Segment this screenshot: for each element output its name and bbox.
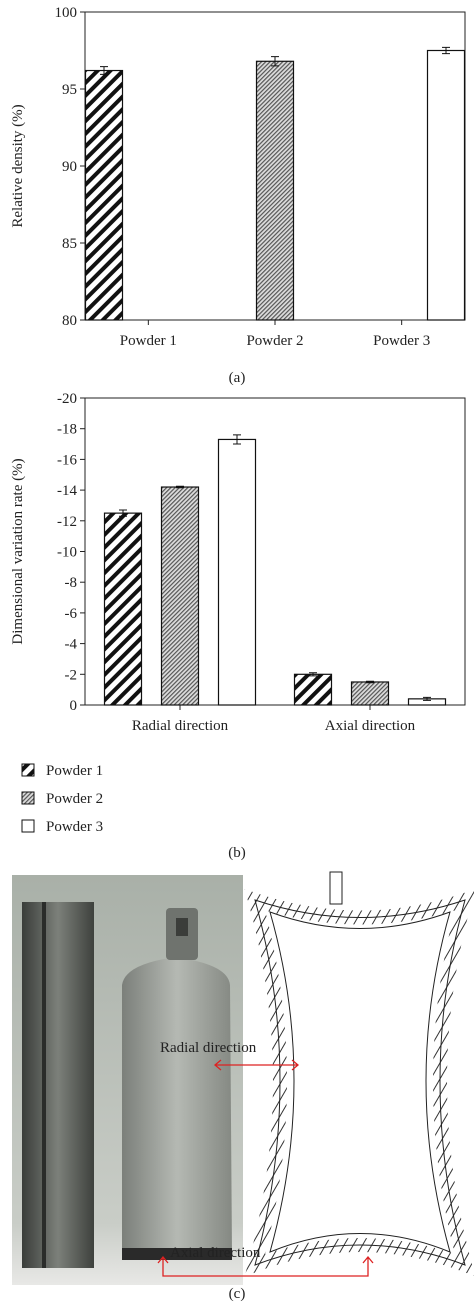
caption: (b) <box>228 845 246 861</box>
y-tick-label: -18 <box>57 422 77 438</box>
radial-label: Radial direction <box>160 1040 257 1056</box>
photo <box>12 875 243 1285</box>
y-axis-label: Relative density (%) <box>10 104 26 227</box>
bar <box>255 60 295 321</box>
y-tick-label: 90 <box>62 159 77 175</box>
y-tick-label: 85 <box>62 236 77 252</box>
caption: (a) <box>229 370 246 386</box>
y-tick-label: -20 <box>57 391 77 407</box>
x-tick-label: Powder 2 <box>246 333 303 349</box>
y-tick-label: 95 <box>62 82 77 98</box>
y-tick-label: -6 <box>65 606 78 622</box>
error-bar <box>271 56 279 67</box>
bar <box>103 512 143 706</box>
y-tick-label: 0 <box>70 698 78 714</box>
y-tick-label: -16 <box>57 452 77 468</box>
bar <box>426 49 466 321</box>
bar <box>293 673 333 706</box>
y-tick-label: -10 <box>57 545 77 561</box>
error-bar <box>176 485 184 489</box>
error-bar <box>309 672 317 677</box>
x-tick-label: Radial direction <box>132 718 229 734</box>
x-tick-label: Powder 1 <box>120 333 177 349</box>
y-tick-label: 100 <box>55 5 78 21</box>
caption: (c) <box>229 1286 246 1302</box>
error-bar <box>100 66 108 75</box>
legend-swatch <box>21 791 35 805</box>
bar <box>84 69 124 321</box>
error-bar <box>423 696 431 701</box>
legend-label: Powder 2 <box>46 791 103 807</box>
x-tick-label: Axial direction <box>325 718 416 734</box>
legend-swatch <box>21 819 35 833</box>
y-tick-label: -12 <box>57 514 77 530</box>
legend-label: Powder 1 <box>46 763 103 779</box>
error-bar <box>233 434 241 445</box>
y-tick-label: -8 <box>65 575 78 591</box>
diagram <box>244 871 474 1277</box>
bar <box>160 486 200 706</box>
y-axis-label: Dimensional variation rate (%) <box>10 458 26 644</box>
y-tick-label: -14 <box>57 483 77 499</box>
bar <box>350 681 390 706</box>
x-tick-label: Powder 3 <box>373 333 430 349</box>
legend-label: Powder 3 <box>46 819 103 835</box>
bar <box>217 438 257 706</box>
y-tick-label: -2 <box>65 667 78 683</box>
error-bar <box>119 509 127 517</box>
y-tick-label: 80 <box>62 313 77 329</box>
error-bar <box>366 680 374 684</box>
y-tick-label: -4 <box>65 637 78 653</box>
axial-label: Axial direction <box>170 1245 261 1261</box>
error-bar <box>442 46 450 55</box>
arrows <box>157 1059 374 1277</box>
legend-swatch <box>21 763 35 777</box>
